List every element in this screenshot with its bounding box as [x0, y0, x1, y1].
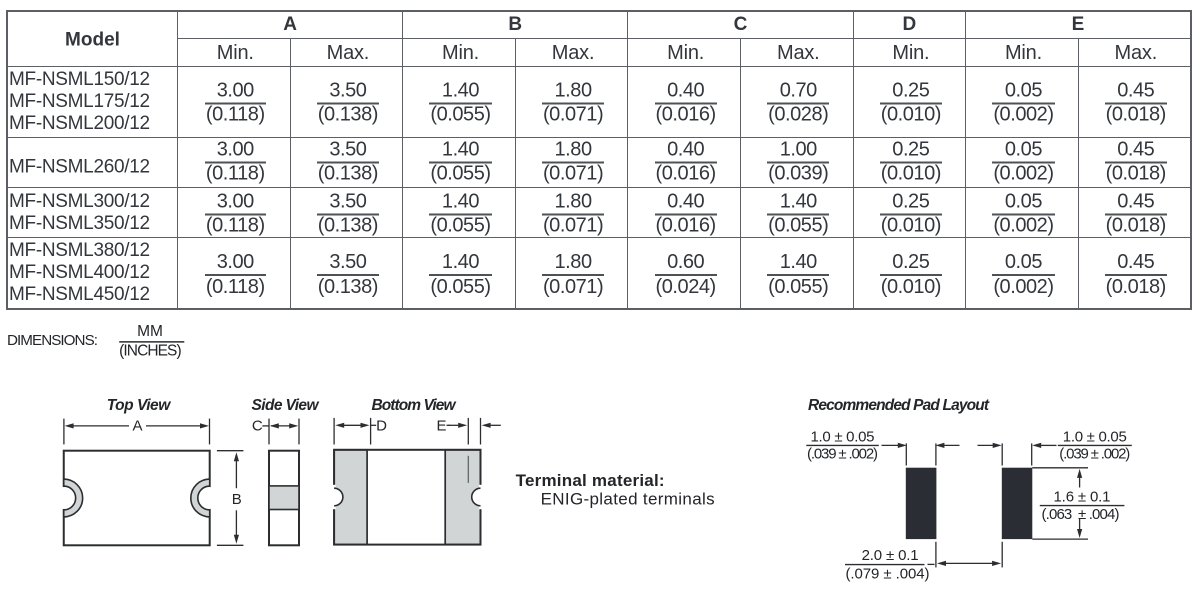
svg-text:(.039 ± .002): (.039 ± .002)	[807, 445, 878, 462]
svg-text:ENIG-plated terminals: ENIG-plated terminals	[541, 489, 715, 508]
svg-text:DIMENSIONS:: DIMENSIONS:	[7, 332, 98, 349]
svg-text:D: D	[376, 417, 387, 434]
svg-text:Bottom View: Bottom View	[372, 397, 457, 414]
svg-text:Terminal material:: Terminal material:	[516, 471, 665, 490]
svg-text:1.0 ± 0.05: 1.0 ± 0.05	[1063, 428, 1127, 445]
svg-text:Recommended Pad Layout: Recommended Pad Layout	[808, 397, 990, 414]
svg-text:E: E	[436, 417, 446, 434]
svg-text:1.6 ± 0.1: 1.6 ± 0.1	[1054, 489, 1111, 506]
svg-text:2.0 ± 0.1: 2.0 ± 0.1	[862, 547, 919, 564]
svg-text:Side View: Side View	[252, 397, 320, 414]
svg-text:(.039 ± .002): (.039 ± .002)	[1059, 445, 1130, 462]
svg-text:(.079 ± .004): (.079 ± .004)	[846, 565, 930, 582]
svg-text:B: B	[232, 491, 242, 508]
svg-text:Top View: Top View	[107, 397, 171, 414]
svg-text:(INCHES): (INCHES)	[119, 342, 182, 359]
svg-text:MM: MM	[137, 323, 163, 340]
svg-text:1.0 ± 0.05: 1.0 ± 0.05	[811, 428, 875, 445]
svg-text:A: A	[132, 418, 142, 435]
svg-text:C: C	[252, 418, 263, 435]
svg-text:(.063 ± .004): (.063 ± .004)	[1042, 506, 1120, 523]
